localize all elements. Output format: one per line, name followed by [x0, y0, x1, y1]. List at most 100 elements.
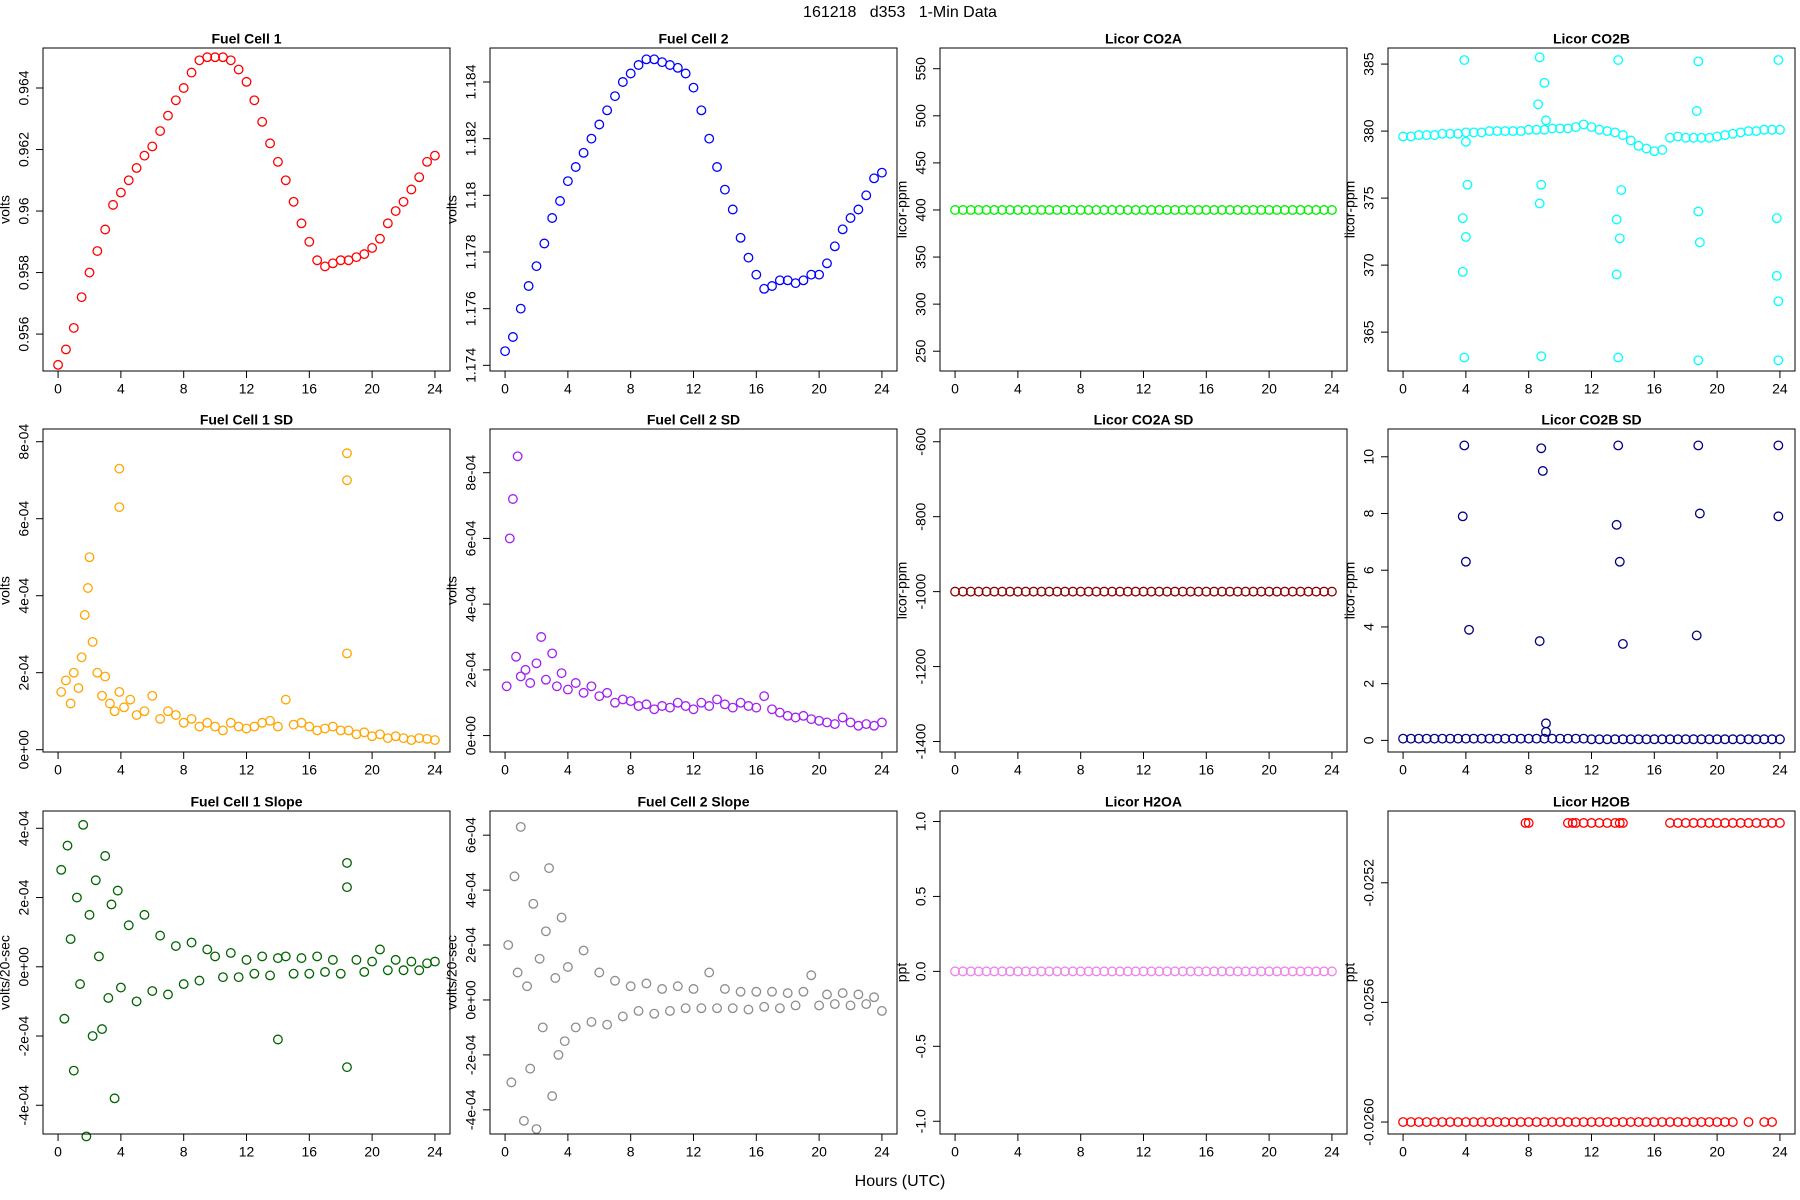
point	[503, 940, 514, 950]
y-tick-label: 0e+00	[16, 947, 32, 987]
point	[1287, 586, 1298, 597]
point	[1209, 205, 1220, 215]
point	[87, 636, 98, 647]
x-tick-label: 4	[1014, 1144, 1022, 1160]
point	[950, 205, 961, 215]
point	[1508, 1117, 1518, 1127]
point	[688, 984, 699, 994]
point	[617, 77, 628, 87]
x-tick-label: 16	[302, 762, 318, 778]
point	[342, 648, 352, 659]
point	[1773, 511, 1784, 522]
point	[1680, 734, 1691, 745]
y-tick-label: 4e-04	[463, 872, 479, 908]
y-tick-label: 500	[913, 104, 929, 128]
x-tick-label: 24	[874, 381, 890, 397]
point	[68, 1065, 79, 1076]
point	[1617, 818, 1628, 828]
y-tick-label: 1.18	[463, 181, 479, 208]
point	[814, 1000, 825, 1011]
y-tick-label: -0.0260	[1361, 1098, 1377, 1146]
point	[1413, 733, 1424, 744]
point	[1169, 586, 1180, 597]
point	[155, 713, 166, 724]
point	[610, 975, 620, 986]
y-tick-label: 2e-04	[16, 655, 32, 691]
point	[186, 937, 197, 948]
point	[1586, 734, 1597, 745]
point	[1696, 1117, 1707, 1127]
x-tick-label: 16	[749, 762, 765, 778]
point	[997, 586, 1008, 597]
y-tick-label: 8e-04	[16, 424, 32, 460]
point	[1720, 1117, 1730, 1127]
point	[265, 970, 276, 981]
point	[518, 1115, 529, 1126]
x-tick-label: 24	[427, 381, 443, 397]
point	[1759, 124, 1770, 135]
point	[1586, 1117, 1597, 1127]
y-tick-label: 400	[913, 198, 929, 222]
point	[1696, 734, 1707, 745]
point	[217, 725, 228, 736]
point	[1193, 966, 1204, 977]
point	[1680, 818, 1691, 828]
point	[1005, 966, 1015, 977]
point	[562, 684, 573, 695]
point	[1256, 966, 1267, 977]
point	[547, 648, 558, 659]
point	[1767, 1117, 1778, 1127]
point	[1217, 205, 1227, 215]
point	[1484, 733, 1495, 744]
point	[735, 232, 746, 243]
point	[657, 984, 668, 994]
point	[540, 674, 551, 685]
point	[586, 133, 597, 144]
x-tick-label: 12	[686, 381, 702, 397]
point	[1523, 818, 1534, 828]
point	[704, 967, 715, 978]
y-axis-label: volts/20-sec	[444, 935, 460, 1010]
point	[1185, 205, 1196, 215]
point	[837, 988, 848, 999]
point	[553, 1049, 564, 1060]
point	[1500, 126, 1511, 137]
y-tick-label: 550	[913, 57, 929, 81]
point	[1534, 198, 1545, 209]
point	[139, 706, 150, 717]
point	[1012, 205, 1023, 215]
point	[1421, 1117, 1432, 1127]
point	[1704, 818, 1715, 828]
point	[1067, 586, 1078, 597]
point	[1680, 132, 1691, 143]
point	[1036, 966, 1047, 977]
point	[965, 586, 976, 597]
point	[1319, 205, 1330, 215]
point	[1767, 734, 1778, 745]
point	[139, 150, 150, 161]
x-tick-label: 20	[1709, 381, 1725, 397]
x-tick-label: 12	[239, 762, 255, 778]
point	[1020, 205, 1031, 215]
point	[296, 717, 307, 728]
point	[989, 586, 1000, 597]
point	[81, 1131, 92, 1142]
point	[1774, 124, 1785, 135]
point	[1773, 440, 1784, 451]
point	[1279, 966, 1290, 977]
point	[225, 947, 236, 958]
point	[1616, 185, 1627, 196]
point	[1091, 205, 1102, 215]
x-tick-label: 16	[1647, 1144, 1663, 1160]
point	[109, 1093, 120, 1104]
point	[1649, 1117, 1660, 1127]
x-tick-label: 24	[427, 762, 443, 778]
x-tick-label: 0	[54, 381, 62, 397]
point	[1617, 130, 1628, 141]
panel-title: Fuel Cell 2	[658, 31, 728, 47]
point	[1672, 1117, 1683, 1127]
point	[1287, 205, 1298, 215]
plot-frame	[1387, 428, 1796, 753]
point	[633, 1006, 644, 1016]
point	[704, 701, 715, 711]
